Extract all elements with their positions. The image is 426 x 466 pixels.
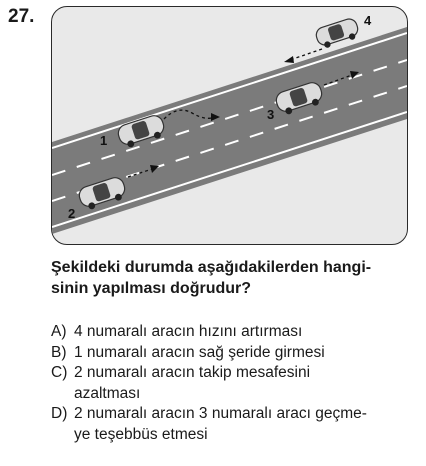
- road-edge-line: [52, 32, 407, 149]
- lane-divider: [52, 59, 407, 176]
- car-1-arrow: [163, 109, 215, 120]
- car-2: [78, 177, 126, 210]
- option-a[interactable]: A) 4 numaralı aracın hızını artırması: [51, 322, 411, 343]
- car-1: [117, 115, 165, 148]
- option-c-text: 2 numaralı aracın takip mesafesini azalt…: [74, 363, 411, 404]
- car-4-arrowhead: [284, 56, 294, 63]
- option-c-label: C): [51, 364, 68, 381]
- road-edge-line: [52, 111, 407, 228]
- option-d[interactable]: D) 2 numaralı aracın 3 numaralı aracı ge…: [51, 404, 411, 445]
- question-number: 27.: [8, 6, 35, 27]
- car-2-arrow: [127, 168, 153, 178]
- car-3-arrowhead: [350, 71, 359, 79]
- car-4-label: 4: [364, 13, 372, 28]
- option-d-text: 2 numaralı aracın 3 numaralı aracı geçme…: [74, 404, 411, 445]
- option-d-label: D): [51, 405, 68, 422]
- road-surface: [52, 27, 407, 234]
- option-a-text: 4 numaralı aracın hızını artırması: [74, 323, 303, 340]
- car-4: [315, 18, 359, 48]
- question-stem: Şekildeki durumda aşağıdakilerden hangi-…: [51, 257, 411, 299]
- option-d-text-line-2: ye teşebbüs etmesi: [74, 425, 208, 443]
- car-3-arrow: [323, 74, 353, 86]
- road-scene: 4 3 1 2: [52, 13, 407, 234]
- car-1-label: 1: [100, 133, 107, 148]
- car-2-arrowhead: [150, 165, 159, 173]
- option-b-text: 1 numaralı aracın sağ şeride girmesi: [74, 343, 325, 361]
- car-3-label: 3: [267, 107, 274, 122]
- answer-options: A) 4 numaralı aracın hızını artırması B)…: [51, 322, 411, 445]
- option-d-text-line-1: 2 numaralı aracın 3 numaralı aracı geçme…: [74, 405, 367, 422]
- car-2-label: 2: [68, 206, 75, 221]
- option-b[interactable]: B) 1 numaralı aracın sağ şeride girmesi: [51, 343, 411, 364]
- car-1-arrowhead: [211, 113, 220, 121]
- option-a-label: A): [51, 323, 67, 340]
- option-b-label: B): [51, 343, 67, 361]
- question-stem-line-2: sinin yapılması doğrudur?: [51, 280, 252, 297]
- option-c-text-line-2: azaltması: [74, 384, 141, 402]
- question-stem-line-1: Şekildeki durumda aşağıdakilerden hangi-: [51, 259, 372, 276]
- option-c[interactable]: C) 2 numaralı aracın takip mesafesini az…: [51, 363, 411, 404]
- option-c-text-line-1: 2 numaralı aracın takip mesafesini: [74, 364, 311, 381]
- road-illustration: 4 3 1 2: [51, 6, 408, 245]
- car-3: [275, 82, 323, 115]
